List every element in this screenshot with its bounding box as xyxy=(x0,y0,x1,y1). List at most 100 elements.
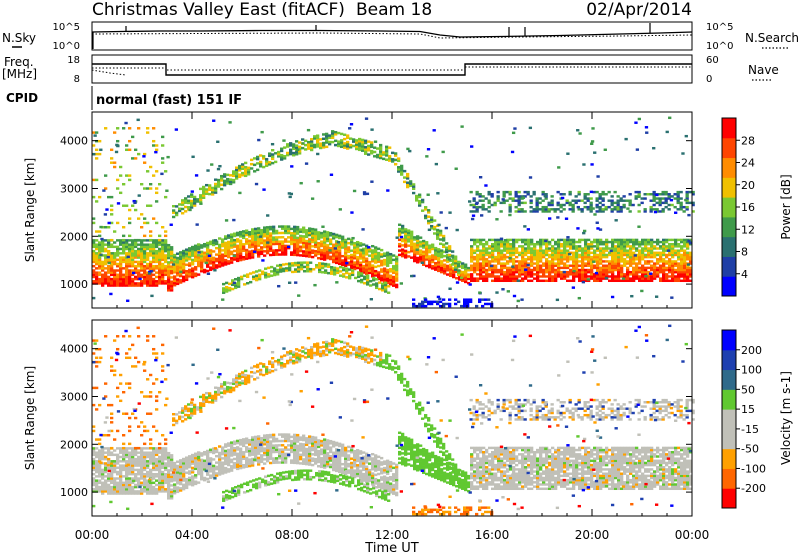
power-echo-cell xyxy=(661,201,665,205)
power-echo-cell xyxy=(671,270,675,274)
power-echo-cell xyxy=(650,249,654,252)
power-echo-cell xyxy=(264,276,268,279)
power-echo-cell xyxy=(551,253,555,257)
velocity-echo-cell xyxy=(125,462,129,465)
power-echo-cell xyxy=(379,150,383,153)
velocity-echo-cell xyxy=(161,481,165,485)
power-echo-cell xyxy=(464,265,468,269)
power-echo-cell xyxy=(461,273,465,276)
power-echo-cell xyxy=(649,210,653,213)
power-echo-cell xyxy=(119,247,123,251)
power-echo-cell xyxy=(407,255,411,258)
power-echo-cell xyxy=(224,248,228,251)
power-echo-cell xyxy=(298,152,302,155)
power-echo-cell xyxy=(220,174,224,178)
power-echo-cell xyxy=(263,254,267,257)
power-echo-cell xyxy=(601,199,605,202)
power-echo-cell xyxy=(668,260,672,263)
power-echo-cell xyxy=(605,268,609,272)
power-echo-cell xyxy=(373,155,377,158)
power-echo-cell xyxy=(251,230,255,233)
power-echo-cell xyxy=(268,154,272,158)
power-echo-cell xyxy=(131,249,135,253)
power-echo-cell xyxy=(524,247,528,250)
power-echo-cell xyxy=(245,257,249,260)
power-echo-cell xyxy=(527,268,531,272)
power-echo-cell xyxy=(668,116,672,120)
power-echo-cell xyxy=(560,262,564,265)
velocity-echo-cell xyxy=(107,490,111,493)
power-echo-cell xyxy=(653,268,657,272)
power-echo-cell xyxy=(457,269,461,272)
power-echo-cell xyxy=(323,230,327,233)
frequency-label-line1: Freq. xyxy=(4,55,34,69)
power-echo-cell xyxy=(161,249,165,253)
power-echo-cell xyxy=(190,195,194,198)
power-echo-cell xyxy=(128,273,132,277)
power-echo-cell xyxy=(249,272,253,275)
power-echo-cell xyxy=(509,275,513,278)
power-echo-cell xyxy=(653,277,657,280)
power-echo-cell xyxy=(557,275,561,278)
power-echo-cell xyxy=(524,251,528,255)
power-echo-cell xyxy=(611,253,615,257)
power-echo-cell xyxy=(220,179,224,182)
power-echo-cell xyxy=(128,275,132,279)
power-echo-cell xyxy=(119,273,123,277)
power-echo-cell xyxy=(355,143,359,146)
power-echo-cell xyxy=(590,163,594,166)
power-echo-cell xyxy=(202,192,206,195)
power-echo-cell xyxy=(340,143,344,146)
power-echo-cell xyxy=(161,144,165,147)
velocity-echo-cell xyxy=(212,473,216,476)
power-echo-cell xyxy=(398,232,402,235)
power-echo-cell xyxy=(500,277,504,280)
velocity-echo-cell xyxy=(140,472,144,476)
power-echo-cell xyxy=(599,277,603,280)
power-echo-cell xyxy=(302,226,306,229)
power-echo-cell xyxy=(386,262,390,265)
power-echo-cell xyxy=(446,269,450,272)
power-echo-cell xyxy=(149,277,153,281)
velocity-echo-cell xyxy=(101,449,105,452)
power-echo-cell xyxy=(278,240,282,243)
power-echo-cell xyxy=(92,264,96,268)
velocity-echo-cell xyxy=(149,472,153,476)
power-echo-cell xyxy=(590,273,594,276)
power-echo-cell xyxy=(315,263,319,267)
power-echo-cell xyxy=(197,249,201,253)
power-echo-cell xyxy=(442,298,446,301)
power-echo-cell xyxy=(530,275,534,278)
power-echo-cell xyxy=(212,256,216,260)
power-echo-cell xyxy=(554,264,558,267)
power-echo-cell xyxy=(259,165,263,168)
power-echo-cell xyxy=(236,251,240,254)
power-echo-cell xyxy=(667,197,671,200)
nave-label: Nave xyxy=(748,63,779,77)
power-echo-cell xyxy=(185,259,189,262)
power-echo-cell xyxy=(497,279,501,283)
power-echo-cell xyxy=(176,278,180,281)
power-echo-cell xyxy=(641,273,645,276)
velocity-echo-cell xyxy=(179,489,183,492)
power-echo-cell xyxy=(677,242,681,246)
power-echo-cell xyxy=(485,258,489,261)
power-echo-cell xyxy=(598,208,602,211)
power-echo-cell xyxy=(329,242,333,246)
power-echo-cell xyxy=(676,197,680,200)
power-echo-cell xyxy=(650,264,654,267)
power-echo-cell xyxy=(398,253,402,257)
power-echo-cell xyxy=(298,149,302,153)
power-echo-cell xyxy=(481,205,485,209)
power-echo-cell xyxy=(470,279,474,283)
power-echo-cell xyxy=(179,264,183,267)
power-echo-cell xyxy=(475,208,479,211)
power-echo-cell xyxy=(610,295,615,299)
power-echo-cell xyxy=(359,265,363,269)
power-echo-cell xyxy=(131,241,135,244)
power-echo-cell xyxy=(101,247,105,251)
velocity-echo-cell xyxy=(209,476,213,480)
power-echo-cell xyxy=(366,280,370,284)
power-echo-cell xyxy=(365,261,369,265)
power-echo-cell xyxy=(664,197,668,200)
